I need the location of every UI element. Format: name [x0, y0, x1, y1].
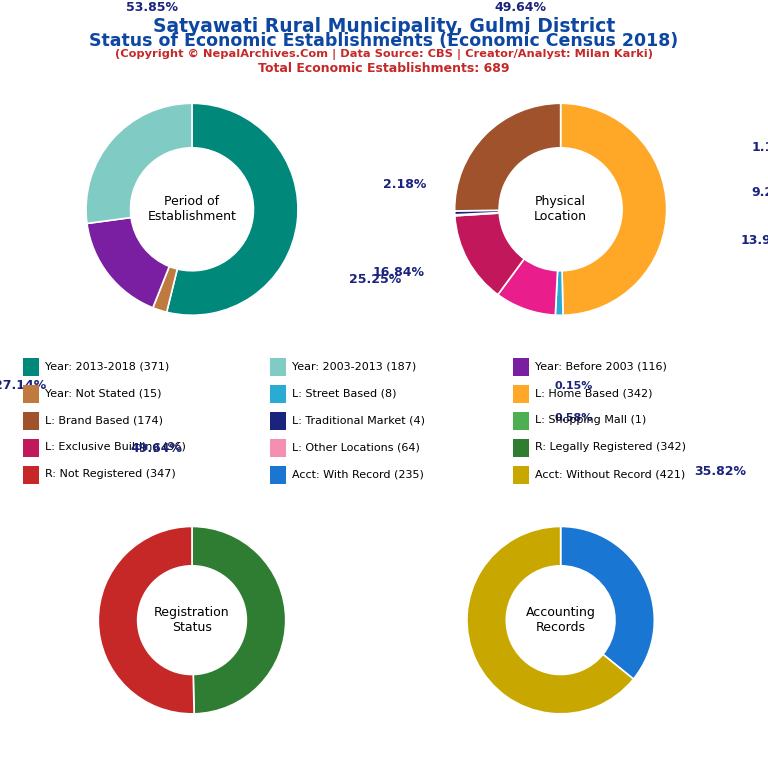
Text: 16.84%: 16.84%: [372, 266, 424, 279]
Wedge shape: [498, 259, 558, 315]
Bar: [513, 385, 529, 403]
Wedge shape: [86, 103, 192, 223]
Text: Registration
Status: Registration Status: [154, 606, 230, 634]
Text: Acct: With Record (235): Acct: With Record (235): [292, 469, 424, 479]
Text: 35.82%: 35.82%: [694, 465, 746, 478]
Text: 49.64%: 49.64%: [495, 1, 547, 14]
Bar: [513, 465, 529, 484]
Text: L: Street Based (8): L: Street Based (8): [292, 389, 396, 399]
Bar: [513, 358, 529, 376]
Text: Year: Before 2003 (116): Year: Before 2003 (116): [535, 362, 667, 372]
Text: 49.64%: 49.64%: [131, 442, 183, 455]
Text: Physical
Location: Physical Location: [534, 195, 588, 223]
Text: Period of
Establishment: Period of Establishment: [147, 195, 237, 223]
Text: Year: Not Stated (15): Year: Not Stated (15): [45, 389, 161, 399]
Text: R: Not Registered (347): R: Not Registered (347): [45, 469, 176, 479]
Wedge shape: [455, 210, 499, 215]
Text: L: Home Based (342): L: Home Based (342): [535, 389, 653, 399]
Bar: [23, 385, 39, 403]
Text: 1.16%: 1.16%: [751, 141, 768, 154]
Text: Status of Economic Establishments (Economic Census 2018): Status of Economic Establishments (Econo…: [89, 32, 679, 50]
Text: Satyawati Rural Municipality, Gulmi District: Satyawati Rural Municipality, Gulmi Dist…: [153, 17, 615, 36]
Text: 25.25%: 25.25%: [349, 273, 402, 286]
Text: R: Legally Registered (342): R: Legally Registered (342): [535, 442, 686, 452]
Text: Total Economic Establishments: 689: Total Economic Establishments: 689: [258, 62, 510, 75]
Bar: [23, 412, 39, 430]
Wedge shape: [455, 213, 499, 216]
Bar: [270, 465, 286, 484]
Text: Accounting
Records: Accounting Records: [526, 606, 595, 634]
Bar: [270, 385, 286, 403]
Wedge shape: [167, 103, 298, 315]
Bar: [23, 358, 39, 376]
Text: L: Traditional Market (4): L: Traditional Market (4): [292, 415, 425, 425]
Text: 2.18%: 2.18%: [382, 178, 426, 191]
Wedge shape: [455, 103, 561, 211]
Wedge shape: [467, 527, 634, 713]
Wedge shape: [561, 527, 654, 679]
Text: Year: 2003-2013 (187): Year: 2003-2013 (187): [292, 362, 416, 372]
Bar: [270, 439, 286, 457]
Text: L: Exclusive Building (96): L: Exclusive Building (96): [45, 442, 186, 452]
Text: 13.93%: 13.93%: [741, 233, 768, 247]
Text: 27.14%: 27.14%: [0, 379, 46, 392]
Bar: [270, 412, 286, 430]
Bar: [23, 465, 39, 484]
Bar: [23, 439, 39, 457]
Text: Acct: Without Record (421): Acct: Without Record (421): [535, 469, 685, 479]
Text: L: Other Locations (64): L: Other Locations (64): [292, 442, 420, 452]
Text: (Copyright © NepalArchives.Com | Data Source: CBS | Creator/Analyst: Milan Karki: (Copyright © NepalArchives.Com | Data So…: [115, 49, 653, 60]
Text: 0.15%: 0.15%: [554, 382, 593, 392]
Text: L: Shopping Mall (1): L: Shopping Mall (1): [535, 415, 647, 425]
Wedge shape: [87, 217, 169, 308]
Text: 9.29%: 9.29%: [751, 186, 768, 199]
Wedge shape: [455, 213, 525, 295]
Text: Year: 2013-2018 (371): Year: 2013-2018 (371): [45, 362, 169, 372]
Bar: [513, 412, 529, 430]
Text: 53.85%: 53.85%: [126, 1, 178, 14]
Text: L: Brand Based (174): L: Brand Based (174): [45, 415, 163, 425]
Text: 0.58%: 0.58%: [554, 413, 593, 423]
Wedge shape: [98, 527, 194, 713]
Bar: [513, 439, 529, 457]
Wedge shape: [192, 527, 286, 713]
Wedge shape: [561, 103, 667, 315]
Wedge shape: [555, 270, 563, 315]
Bar: [270, 358, 286, 376]
Wedge shape: [153, 266, 177, 312]
